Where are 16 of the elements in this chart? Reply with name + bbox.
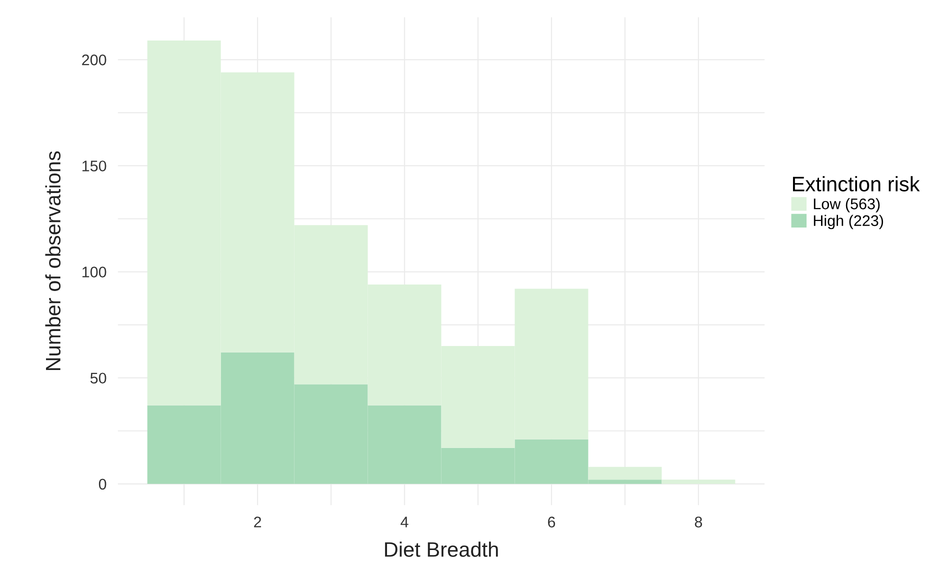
x-tick-label: 8	[694, 516, 702, 528]
y-axis-title: Number of observations	[45, 151, 61, 370]
x-tick-label: 4	[400, 516, 408, 528]
y-tick-label: 50	[90, 372, 106, 384]
y-tick-label: 100	[82, 266, 106, 278]
legend-title: Extinction risk	[792, 176, 920, 192]
bar	[588, 466, 662, 480]
legend-label: Low (563)	[814, 198, 880, 212]
x-axis-title: Diet Breadth	[385, 542, 498, 557]
x-tick-label: 2	[254, 516, 262, 528]
legend-label: High (223)	[814, 214, 884, 230]
x-tick-label: 6	[548, 516, 556, 528]
y-tick-label: 0	[98, 478, 106, 490]
bar	[662, 480, 736, 484]
y-tick-label: 200	[82, 54, 106, 66]
y-tick-label: 150	[82, 160, 106, 172]
